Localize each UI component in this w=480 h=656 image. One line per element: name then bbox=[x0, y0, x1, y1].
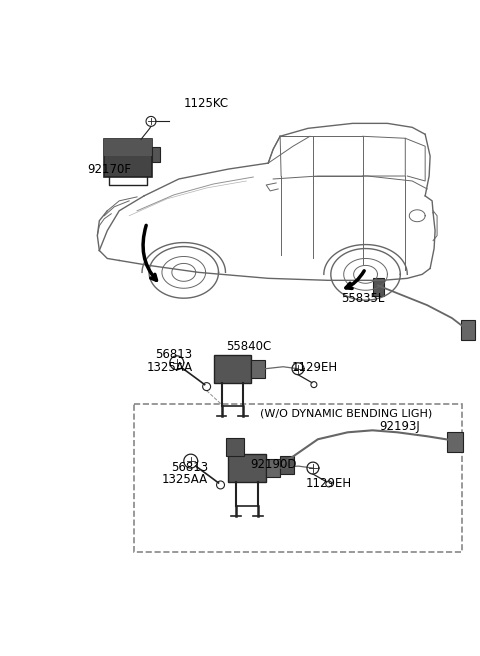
Text: 1129EH: 1129EH bbox=[292, 361, 338, 374]
FancyBboxPatch shape bbox=[104, 139, 152, 177]
FancyBboxPatch shape bbox=[372, 278, 384, 297]
Text: 55840C: 55840C bbox=[227, 340, 272, 354]
Text: 1129EH: 1129EH bbox=[306, 478, 352, 491]
FancyBboxPatch shape bbox=[104, 139, 152, 156]
Text: 56813: 56813 bbox=[155, 348, 192, 361]
Text: 92170F: 92170F bbox=[87, 163, 132, 176]
Text: 1325AA: 1325AA bbox=[147, 361, 193, 374]
FancyBboxPatch shape bbox=[280, 456, 294, 474]
FancyBboxPatch shape bbox=[447, 432, 463, 452]
FancyBboxPatch shape bbox=[266, 459, 280, 477]
FancyBboxPatch shape bbox=[214, 355, 252, 382]
Text: (W/O DYNAMIC BENDING LIGH): (W/O DYNAMIC BENDING LIGH) bbox=[260, 409, 432, 419]
Text: 1125KC: 1125KC bbox=[184, 97, 229, 110]
Text: 92193J: 92193J bbox=[380, 420, 420, 433]
Text: 92190D: 92190D bbox=[251, 458, 297, 470]
Text: 1325AA: 1325AA bbox=[162, 474, 208, 487]
Text: 55835L: 55835L bbox=[341, 292, 384, 304]
FancyBboxPatch shape bbox=[228, 454, 266, 482]
FancyBboxPatch shape bbox=[461, 320, 475, 340]
FancyBboxPatch shape bbox=[227, 438, 244, 456]
FancyBboxPatch shape bbox=[134, 405, 462, 552]
FancyBboxPatch shape bbox=[252, 359, 265, 378]
Text: 56813: 56813 bbox=[171, 461, 208, 474]
FancyBboxPatch shape bbox=[152, 147, 160, 162]
